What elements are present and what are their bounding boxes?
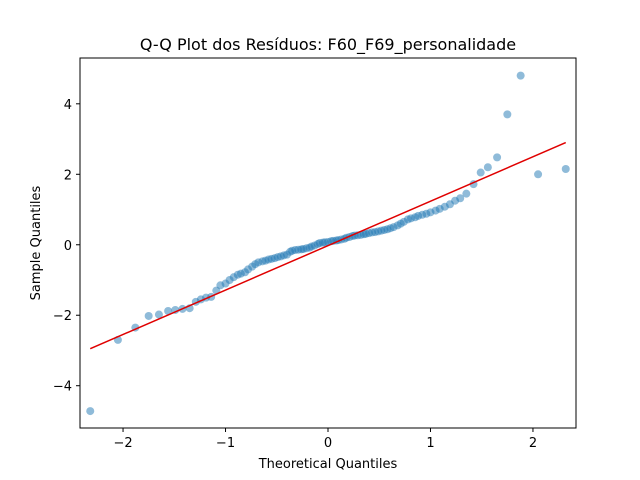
data-point: [476, 168, 485, 177]
y-axis-label: Sample Quantiles: [29, 185, 44, 300]
y-axis: −4 −2 0 2 4: [53, 98, 80, 395]
data-point: [503, 110, 512, 119]
data-point: [516, 71, 525, 80]
data-point: [462, 189, 471, 198]
y-tick-label: 4: [64, 98, 72, 113]
chart-title: Q-Q Plot dos Resíduos: F60_F69_personali…: [140, 35, 516, 55]
data-point: [144, 311, 153, 320]
data-point: [164, 307, 173, 316]
plot-area: [86, 71, 570, 416]
data-point: [154, 310, 163, 319]
x-tick-label: −2: [113, 436, 132, 451]
data-point: [561, 165, 570, 173]
x-axis: −2 −1 0 1 2: [113, 428, 537, 451]
x-tick-label: 0: [324, 436, 332, 451]
y-tick-label: −4: [53, 380, 72, 395]
y-tick-label: −2: [53, 309, 72, 324]
y-tick-label: 0: [64, 239, 72, 254]
x-tick-label: −1: [216, 436, 235, 451]
x-axis-label: Theoretical Quantiles: [258, 457, 398, 472]
data-point: [493, 153, 502, 162]
data-point: [483, 163, 492, 172]
x-tick-label: 2: [529, 436, 537, 451]
y-tick-label: 2: [64, 168, 72, 183]
data-point: [534, 170, 543, 179]
data-point: [86, 407, 95, 416]
data-point: [456, 194, 465, 203]
x-tick-label: 1: [426, 436, 434, 451]
reference-line: [89, 141, 567, 350]
